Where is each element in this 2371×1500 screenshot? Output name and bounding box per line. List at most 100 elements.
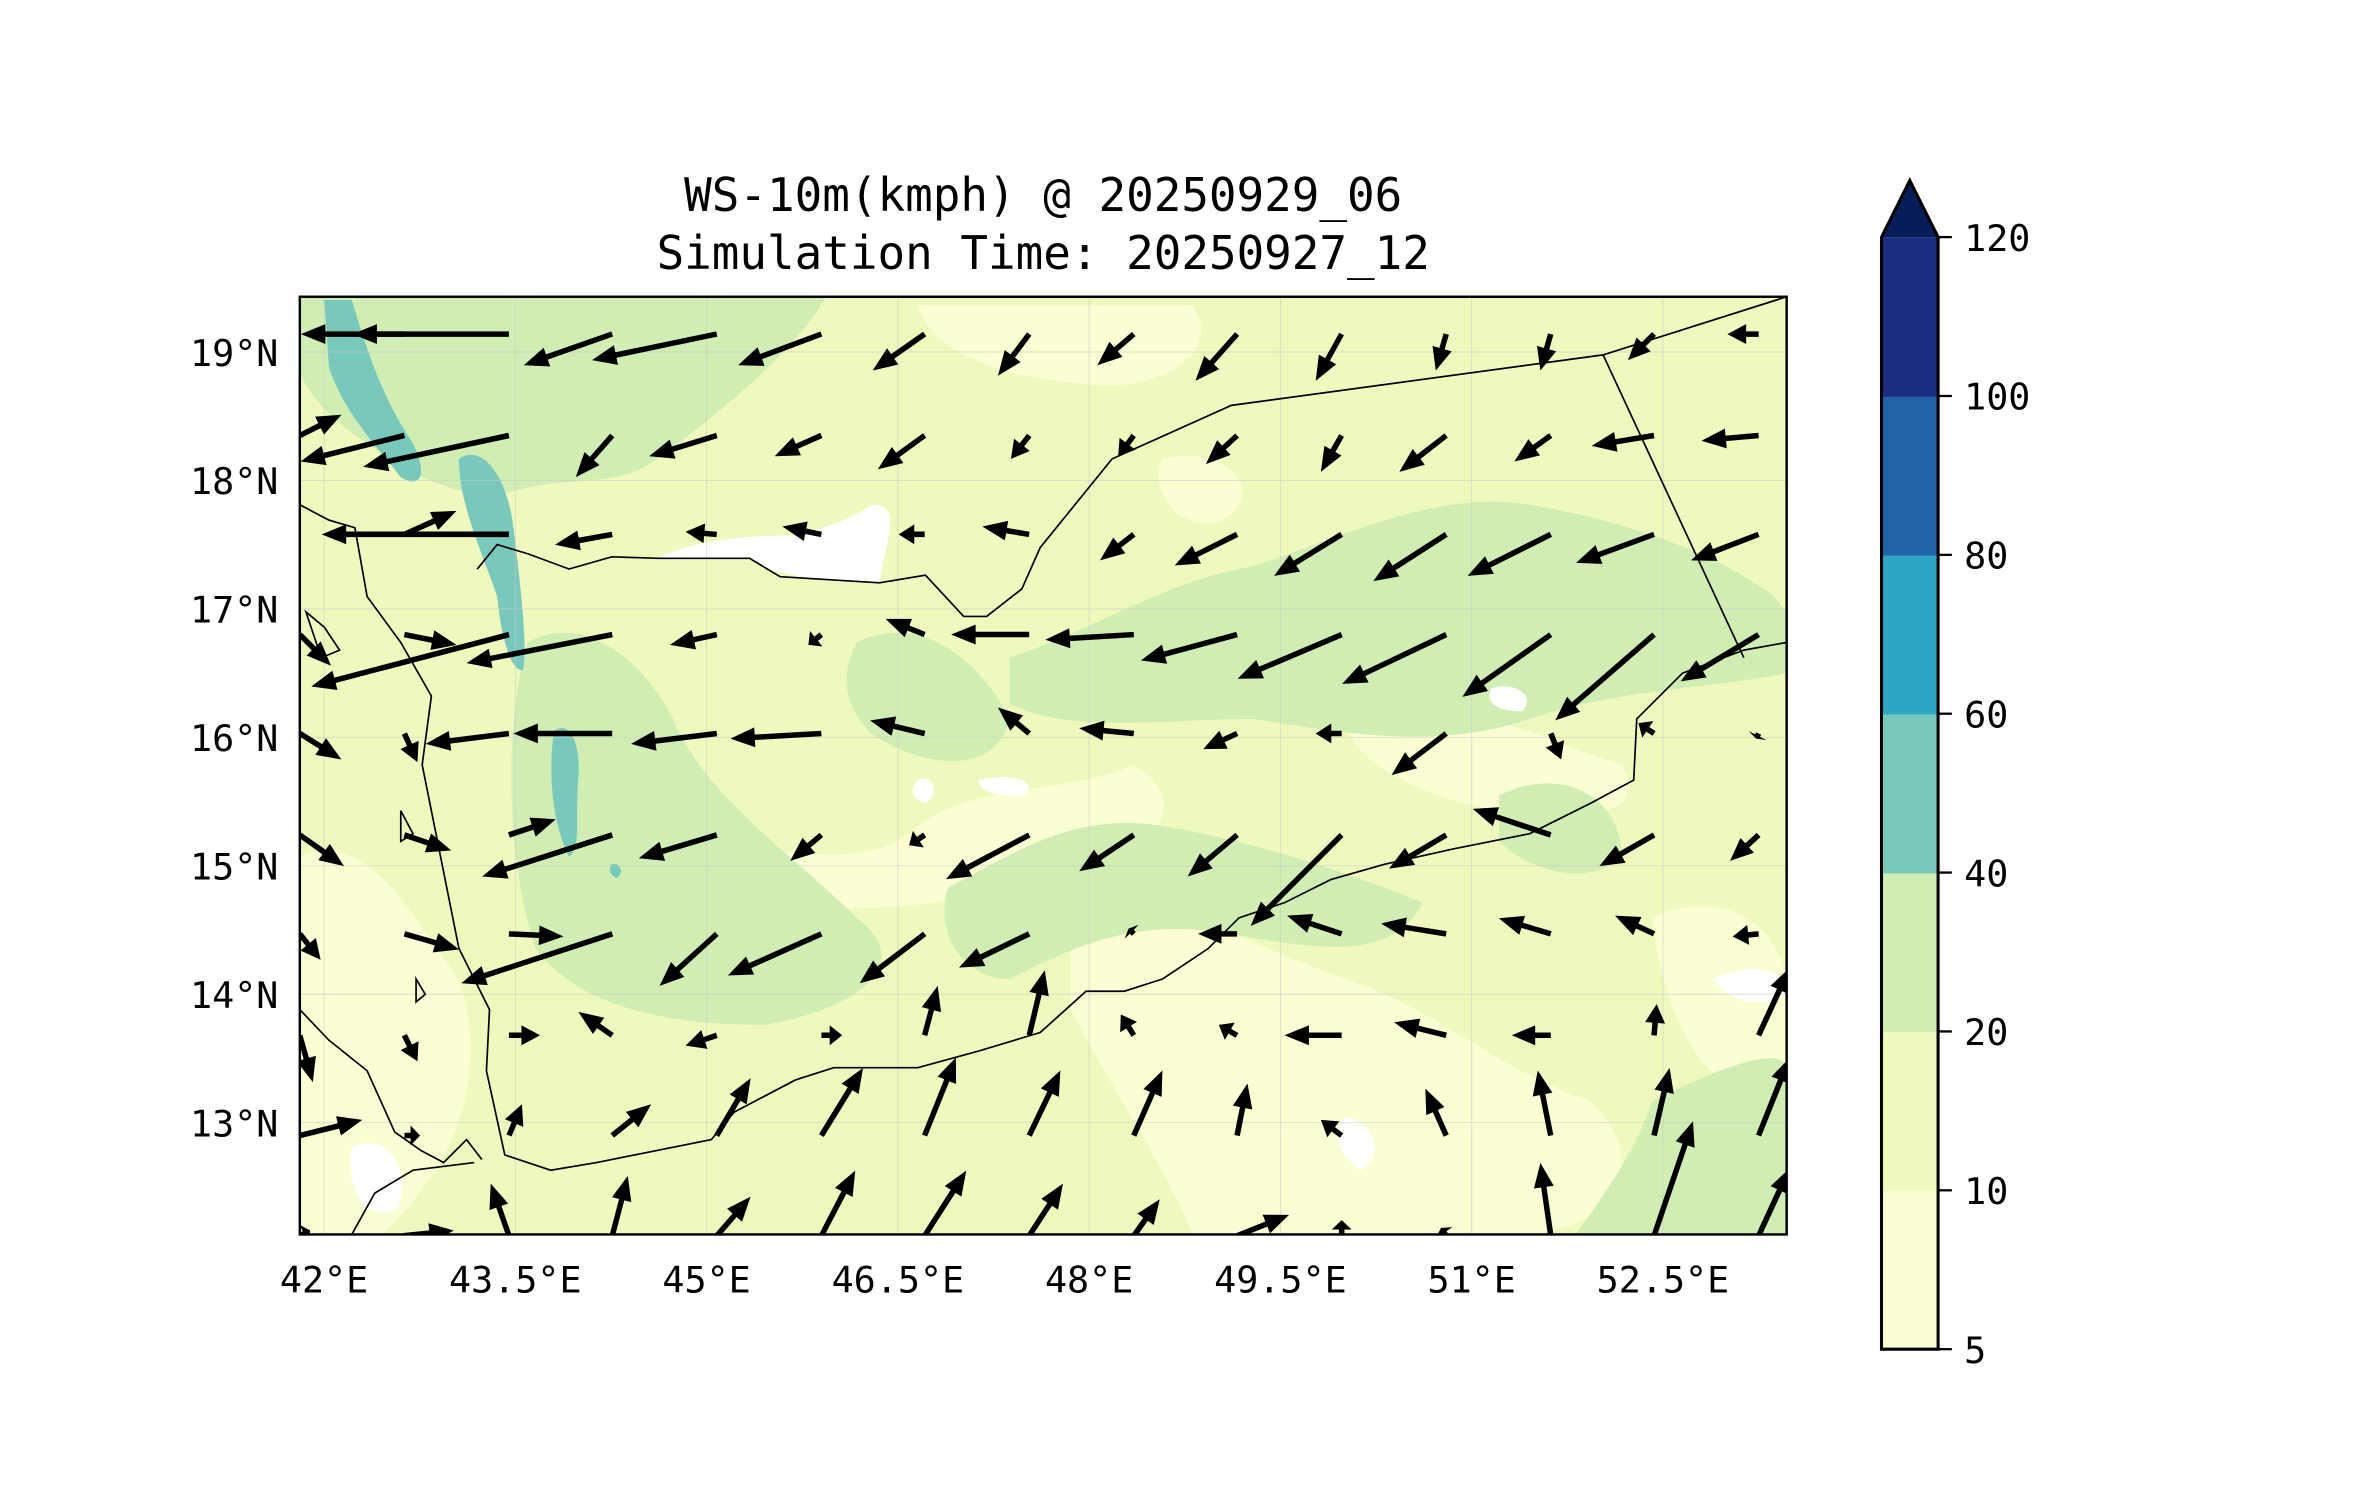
wind-vector-arrow: [1748, 731, 1767, 741]
x-tick-label: 42°E: [280, 1259, 368, 1302]
colorbar-tick-label: 20: [1964, 1011, 2008, 1054]
wind-vector-arrow: [997, 332, 1032, 376]
wind-vector-arrow: [1691, 531, 1760, 561]
wind-vector-arrow: [1026, 1183, 1063, 1235]
wind-vector-arrow: [1010, 433, 1032, 459]
wind-vector-arrow: [1394, 1018, 1447, 1039]
wind-vector-arrow: [1680, 632, 1761, 682]
wind-vector-arrow: [945, 832, 1031, 880]
wind-vectors: [284, 324, 1787, 1235]
colorbar-tick-label: 80: [1964, 535, 2008, 578]
y-tick-label: 15°N: [190, 846, 278, 889]
wind-vector-arrow: [1195, 332, 1240, 381]
wind-vector-arrow: [1140, 631, 1238, 664]
colorbar-segment: [1881, 395, 1939, 556]
y-tick-label: 13°N: [190, 1102, 278, 1145]
wind-vector-arrow: [578, 1011, 614, 1038]
wind-vector-arrow: [669, 629, 718, 650]
wind-vector-arrow: [877, 433, 927, 470]
wind-vector-arrow: [922, 1170, 967, 1235]
wind-vector-arrow: [1576, 531, 1655, 564]
x-tick-label: 52.5°E: [1597, 1259, 1730, 1302]
wind-vector-arrow: [1118, 433, 1136, 457]
wind-vector-arrow: [1399, 433, 1448, 472]
wind-vector-arrow: [982, 520, 1030, 541]
colorbar-tick-label: 10: [1964, 1170, 2008, 1213]
wind-vector-arrow: [1315, 332, 1344, 381]
x-tick-label: 45°E: [662, 1259, 750, 1302]
wind-vector-arrow: [818, 1067, 864, 1138]
wind-vector-arrow: [714, 1196, 751, 1235]
colorbar-tick-label: 100: [1964, 376, 2030, 419]
wind-vector-arrow: [404, 1125, 421, 1146]
wind-vector-arrow: [523, 331, 614, 367]
wind-vector-arrow: [1274, 532, 1344, 576]
wind-vector-arrow: [299, 414, 342, 438]
wind-vector-arrow: [1131, 1199, 1160, 1235]
wind-vector-arrow: [1045, 628, 1134, 649]
wind-vector-arrow: [1514, 433, 1553, 462]
wind-vector-arrow: [1511, 1025, 1551, 1046]
yemen-oman-border: [1602, 354, 1745, 659]
arabian-coastline: [299, 504, 1787, 1172]
wind-vector-arrow: [1198, 923, 1238, 944]
wind-vector-arrow: [1287, 913, 1343, 937]
wind-vector-arrow: [1174, 531, 1239, 566]
wind-vector-arrow: [1498, 915, 1552, 937]
wind-vector-arrow: [1615, 915, 1656, 937]
wind-vector-arrow: [1284, 1025, 1342, 1046]
colorbar-segment: [1881, 554, 1939, 715]
wind-vector-arrow: [311, 631, 510, 691]
wind-vector-arrow: [958, 931, 1031, 968]
wind-vector-arrow: [1026, 1070, 1061, 1137]
wind-vector-arrow: [610, 1104, 652, 1138]
wind-vector-arrow: [685, 523, 717, 544]
wind-vector-arrow: [818, 1170, 856, 1235]
colorbar-frame: [1879, 177, 1940, 1351]
colorbar-tick-label: 120: [1964, 217, 2030, 260]
colorbar-segment: [1881, 713, 1939, 874]
wind-vector-arrow: [1250, 833, 1344, 926]
wind-vector-arrow: [1532, 1070, 1554, 1137]
wind-vector-arrow: [1099, 532, 1136, 561]
wind-vector-arrow: [885, 618, 926, 638]
wind-vector-arrow: [1537, 333, 1557, 371]
wind-vector-arrow: [554, 530, 613, 551]
wind-vector-arrow: [790, 832, 824, 861]
y-tick-labels: 19°N 18°N 17°N 16°N 15°N 14°N 13°N: [190, 332, 278, 1146]
wind-vector-arrow: [1391, 731, 1448, 776]
colorbar-segment: [1881, 1031, 1939, 1192]
y-tick-label: 14°N: [190, 974, 278, 1017]
wind-vector-arrow: [284, 324, 300, 344]
colorbar-segment: [1881, 872, 1939, 1033]
x-tick-labels: 42°E 43.5°E 45°E 46.5°E 48°E 49.5°E 51°E 52.5°E: [280, 1259, 1729, 1302]
wind-vector-arrow: [922, 1057, 957, 1137]
wind-vector-arrow: [659, 931, 719, 986]
wind-vector-arrow: [951, 624, 1030, 645]
chart-title-line1: WS-10m(kmph) @ 20250929_06: [684, 168, 1402, 222]
wind-vector-arrow: [575, 433, 615, 478]
colorbar-tick-label: 60: [1964, 693, 2008, 736]
x-tick-label: 49.5°E: [1214, 1259, 1347, 1302]
wind-vector-arrow: [1545, 732, 1565, 760]
wind-vector-arrow: [461, 931, 614, 986]
colorbar-segment: [1881, 237, 1939, 397]
plot-frame: [298, 295, 1788, 1236]
wind-vector-arrow: [1131, 1070, 1163, 1137]
wind-vector-arrow: [299, 1034, 316, 1083]
wind-vector-arrow: [591, 331, 718, 365]
wind-vector-arrow: [1388, 832, 1448, 869]
colorbar-tick-label: 5: [1964, 1329, 1986, 1372]
wind-vector-arrow: [1373, 532, 1448, 582]
wind-vector-arrow: [299, 1116, 363, 1139]
wind-vector-arrow: [1599, 832, 1656, 867]
wind-vector-arrow: [1472, 807, 1552, 838]
wind-vector-arrow: [1638, 721, 1656, 738]
wind-vector-arrow: [1628, 332, 1657, 361]
wind-vector-arrow: [730, 727, 822, 748]
wind-vector-arrow: [638, 832, 718, 861]
wind-vector-arrow: [1232, 1083, 1253, 1137]
wind-vector-arrow: [1124, 924, 1139, 939]
wind-vector-arrow: [1467, 531, 1553, 576]
colorbar: 5 10 20 40 60 80 100 120: [1879, 177, 2030, 1372]
